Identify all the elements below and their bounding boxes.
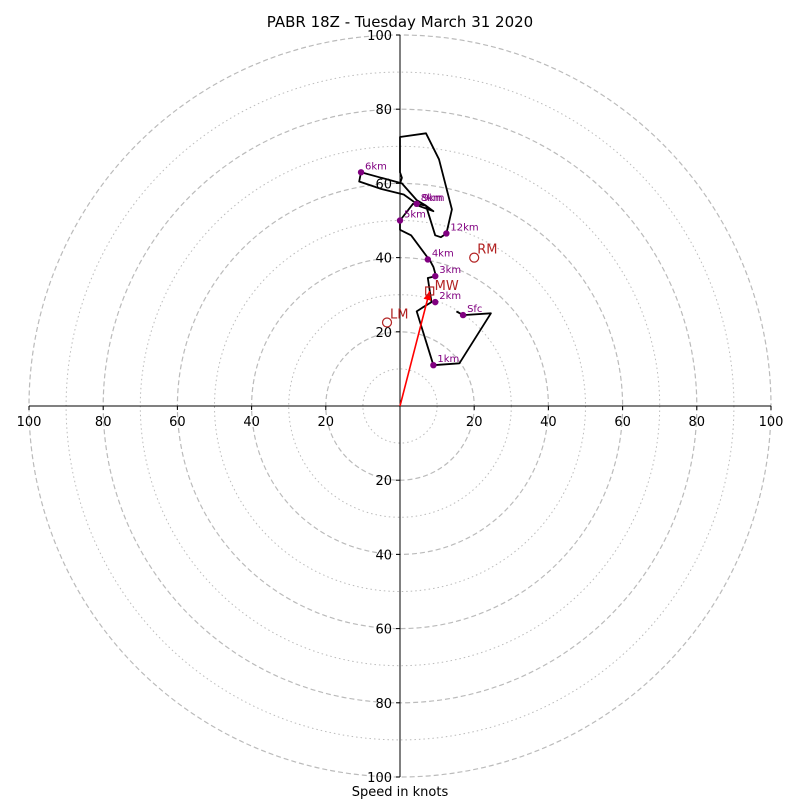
right-mover-label: RM xyxy=(477,243,497,258)
y-tick-label: 40 xyxy=(375,548,392,563)
x-tick-label: 80 xyxy=(95,415,112,430)
x-tick-label: 20 xyxy=(466,415,483,430)
x-tick-label: 40 xyxy=(540,415,557,430)
level-point-2km xyxy=(432,298,439,306)
x-tick-label: 100 xyxy=(759,415,784,430)
x-tick-label: 20 xyxy=(318,415,335,430)
x-tick-label: 60 xyxy=(614,415,631,430)
storm-motion: RM LM MW xyxy=(381,243,497,407)
level-point-4km xyxy=(424,256,432,263)
y-tick-label: 100 xyxy=(367,771,392,786)
level-label-1km: 1km xyxy=(437,354,459,365)
level-label-9km: 9km xyxy=(423,193,445,204)
level-label-5km: 5km xyxy=(404,210,426,221)
x-axis-label: Speed in knots xyxy=(352,785,449,800)
x-tick-label: 60 xyxy=(169,415,186,430)
hodograph-line xyxy=(358,132,492,367)
hodograph-trace xyxy=(358,132,492,367)
level-point-3km xyxy=(432,272,439,280)
level-label-2km: 2km xyxy=(439,291,461,302)
level-label-Sfc: Sfc xyxy=(467,304,482,315)
x-tick-label: 100 xyxy=(17,415,42,430)
mean-wind-arrowhead xyxy=(423,290,432,301)
level-point-6km xyxy=(357,169,365,176)
level-label-6km: 6km xyxy=(365,161,387,172)
level-label-12km: 12km xyxy=(450,222,478,233)
level-label-4km: 4km xyxy=(432,248,454,259)
tick-labels: 100 80 60 40 20 20 40 60 80 100100806040202040608… xyxy=(17,29,784,786)
level-label-3km: 3km xyxy=(439,265,461,276)
right-mover-marker xyxy=(469,252,480,263)
mean-wind-arrow xyxy=(399,290,431,407)
level-point-1km xyxy=(430,361,437,369)
level-point-Sfc xyxy=(459,311,467,319)
mean-wind-label: MW xyxy=(435,279,459,294)
y-tick-label: 20 xyxy=(375,326,392,341)
left-mover-marker xyxy=(381,317,393,328)
y-tick-label: 80 xyxy=(375,103,392,118)
level-point-5km xyxy=(396,217,404,224)
y-tick-label: 80 xyxy=(375,697,392,712)
x-tick-label: 80 xyxy=(689,415,706,430)
y-tick-label: 20 xyxy=(375,474,392,489)
level-point-12km xyxy=(443,230,450,237)
y-tick-label: 60 xyxy=(375,623,392,638)
level-label-8km: 8km xyxy=(421,193,443,204)
level-point-8km xyxy=(413,200,420,208)
x-tick-label: 40 xyxy=(243,415,260,430)
chart-title: PABR 18Z - Tuesday March 31 2020 xyxy=(267,13,533,31)
y-tick-label: 40 xyxy=(375,252,392,267)
mean-wind-marker xyxy=(425,286,435,296)
left-mover-label: LM xyxy=(390,308,408,323)
y-tick-label: 100 xyxy=(367,29,392,44)
